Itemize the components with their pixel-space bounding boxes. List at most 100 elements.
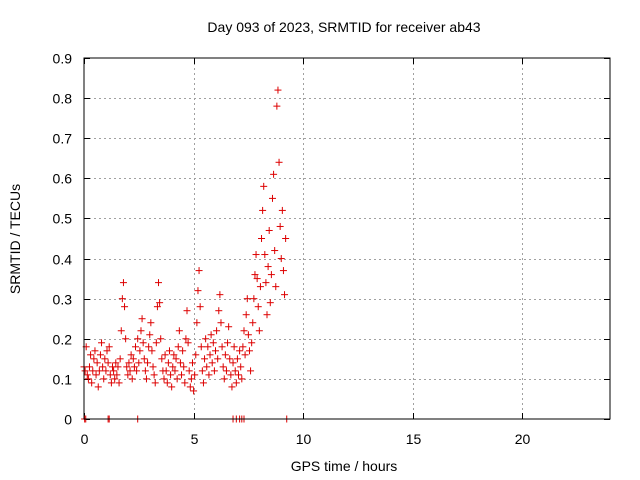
data-point [106,371,114,379]
data-point [193,319,201,327]
data-point [278,206,286,214]
data-point [260,182,268,190]
tick-layer: 0 0.1 0.2 0.3 0.4 0.5 0.6 0.7 0.8 0.9 0 5 10 15 20 [53,51,610,447]
data-point [226,355,234,363]
data-point [98,339,106,347]
data-point [225,323,233,331]
data-point [91,347,99,355]
data-point [114,363,122,371]
data-point [265,226,273,234]
data-point [237,363,245,371]
data-point [191,371,199,379]
data-point [139,339,147,347]
data-point [242,311,250,319]
data-point [137,327,145,335]
y-tick-label: 0.8 [53,91,73,107]
y-tick-label: 0.2 [53,332,73,348]
data-point [184,339,192,347]
data-point [192,351,200,359]
data-point [123,363,131,371]
data-point [95,367,103,375]
data-point [220,375,228,383]
data-point [205,371,213,379]
data-point [90,355,98,363]
data-point [201,355,209,363]
data-point [149,363,157,371]
data-point [248,339,256,347]
data-point [84,375,92,383]
data-point [182,335,190,343]
data-point [204,343,212,351]
data-point [194,287,202,295]
data-point [130,363,138,371]
data-point [179,347,187,355]
data-point [112,359,120,367]
data-point [210,367,218,375]
data-point [261,251,269,259]
data-point [222,367,230,375]
data-point [87,351,95,359]
data-point [151,379,159,387]
data-point [249,319,257,327]
data-point [270,170,278,178]
y-axis-label: SRMTID / TECUs [7,184,23,294]
y-tick-label: 0.1 [53,372,73,388]
data-point [138,315,146,323]
data-point [203,363,211,371]
data-point [262,279,270,287]
data-point [219,363,227,371]
data-point [206,351,214,359]
data-point [235,371,243,379]
data-point [217,319,225,327]
data-point [256,283,264,291]
data-point [170,351,178,359]
y-tick-label: 0.6 [53,171,73,187]
data-point [199,379,207,387]
data-point [146,331,154,339]
data-point [83,371,91,379]
data-point [266,299,274,307]
data-point [150,371,158,379]
data-point [113,371,121,379]
data-point [232,379,240,387]
data-point [161,351,169,359]
data-point [213,327,221,335]
data-point [238,375,246,383]
data-point [81,367,89,375]
data-point [175,327,183,335]
data-point [173,375,181,383]
data-point [134,335,142,343]
data-point [282,235,290,242]
data-point [209,339,217,347]
data-point [94,383,102,391]
data-point [202,335,210,343]
data-point [258,235,266,242]
data-point [148,347,156,355]
data-point [190,387,198,395]
data-point [132,343,140,351]
data-point [129,355,137,363]
data-point [180,363,188,371]
data-point [100,375,108,383]
data-point [252,251,260,259]
data-point [121,303,129,311]
data-point [158,355,166,363]
data-point [197,343,205,351]
data-point [162,367,170,375]
data-point [168,383,176,391]
data-point [236,347,244,355]
data-point [119,279,127,287]
data-point [178,371,186,379]
data-point [89,367,97,375]
data-point [216,291,224,299]
data-point [224,339,232,347]
data-point [144,359,152,367]
data-point [275,158,283,166]
data-point [157,335,165,343]
data-point [227,371,235,379]
data-point [107,379,115,387]
y-tick-label: 0.9 [53,51,73,67]
data-point [259,206,267,214]
